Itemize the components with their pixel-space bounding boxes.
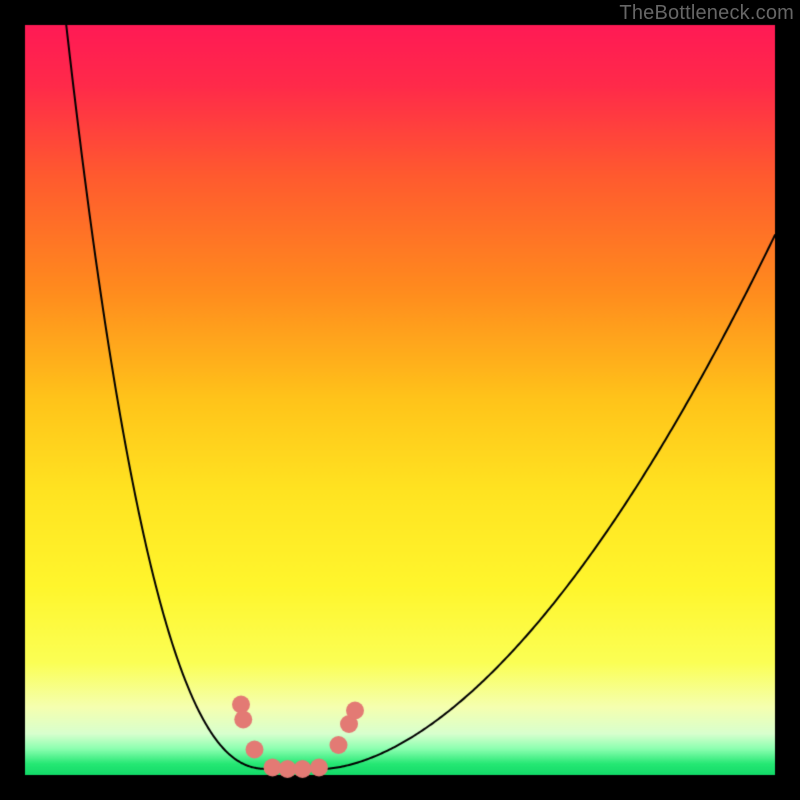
bottleneck-chart: [0, 0, 800, 800]
